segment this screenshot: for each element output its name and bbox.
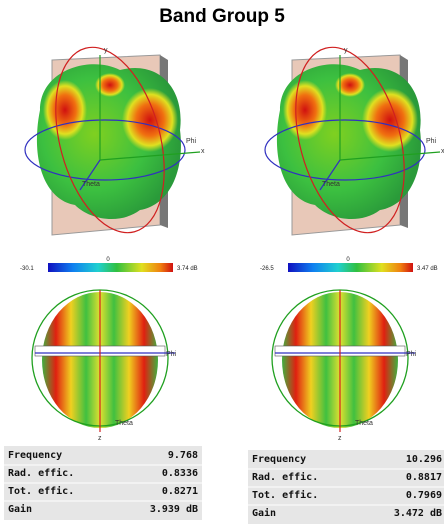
row-value: 3.472 dB bbox=[394, 508, 442, 519]
row-label: Gain bbox=[8, 503, 32, 515]
row-value: 9.768 bbox=[168, 450, 198, 461]
row-value: 0.7969 bbox=[406, 490, 442, 501]
colorbar-label: -30.1 bbox=[20, 266, 34, 272]
axis-label: z bbox=[338, 435, 342, 442]
hot-spot bbox=[95, 73, 125, 97]
colorbar-label: -26.5 bbox=[260, 266, 274, 272]
row-value: 10.296 bbox=[406, 454, 442, 465]
colorbar bbox=[48, 263, 173, 272]
hot-spot bbox=[43, 80, 87, 140]
row-value: 0.8817 bbox=[406, 472, 442, 483]
row-label: Tot. effic. bbox=[252, 489, 318, 501]
row-value: 0.8336 bbox=[162, 468, 198, 479]
axis-label: Theta bbox=[322, 181, 340, 188]
theta-circle bbox=[55, 46, 165, 234]
title: Band Group 5 bbox=[159, 6, 285, 27]
row-label: Frequency bbox=[252, 454, 306, 465]
colorbar-label: 0 bbox=[106, 257, 110, 263]
colorbar-label: 0 bbox=[346, 257, 350, 263]
axis-label: Theta bbox=[82, 181, 100, 188]
hot-spot bbox=[283, 80, 327, 140]
axis-label: y bbox=[104, 47, 108, 54]
row-label: Tot. effic. bbox=[8, 485, 74, 497]
axis-x bbox=[99, 151, 201, 161]
row-label: Rad. effic. bbox=[8, 467, 74, 479]
row-label: Gain bbox=[252, 507, 276, 519]
axis-label: z bbox=[98, 435, 102, 442]
phi-circle bbox=[264, 119, 426, 181]
axis-label: Theta bbox=[115, 420, 133, 427]
row-label: Frequency bbox=[8, 450, 62, 461]
axis-z bbox=[319, 159, 341, 191]
theta-circle bbox=[295, 46, 405, 234]
phi-circle bbox=[24, 119, 186, 181]
colorbar bbox=[288, 263, 413, 272]
hot-spot bbox=[335, 73, 365, 97]
row-value: 3.939 dB bbox=[150, 504, 198, 515]
axis-label: Theta bbox=[355, 420, 373, 427]
axis-label: x bbox=[441, 148, 444, 155]
axis-label: Phi bbox=[186, 138, 197, 145]
colorbar-label: 3.74 dB bbox=[177, 266, 198, 272]
axis-label: y bbox=[344, 47, 348, 54]
axis-z bbox=[79, 159, 101, 191]
row-label: Rad. effic. bbox=[252, 471, 318, 483]
axis-label: Phi bbox=[426, 138, 437, 145]
axis-label: Phi bbox=[406, 351, 417, 358]
axis-x bbox=[339, 151, 441, 161]
axis-label: x bbox=[201, 148, 205, 155]
hot-spot bbox=[122, 88, 178, 152]
hot-spot bbox=[362, 88, 418, 152]
row-value: 0.8271 bbox=[162, 486, 198, 497]
colorbar-label: 3.47 dB bbox=[417, 266, 438, 272]
axis-label: Phi bbox=[166, 351, 177, 358]
